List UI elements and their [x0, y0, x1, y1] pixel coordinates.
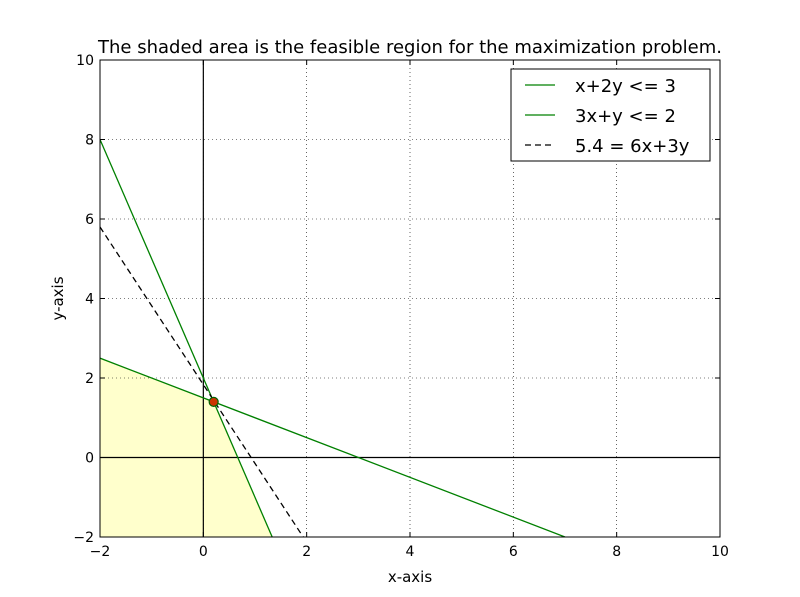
x-tick-label: 10 [711, 544, 729, 560]
x-tick-label: 6 [509, 544, 518, 560]
legend-label-2: 3x+y <= 2 [575, 106, 676, 127]
tick-layer: −2 0 2 4 6 8 10 −2 0 2 4 6 8 10 [73, 53, 729, 560]
x-tick-label: 0 [199, 544, 208, 560]
y-tick-label: −2 [73, 530, 94, 546]
series-line-2 [100, 139, 273, 537]
y-axis-label: y-axis [49, 276, 67, 320]
series-layer [100, 139, 566, 537]
y-tick-label: 0 [85, 451, 94, 467]
optimal-point [208, 396, 219, 407]
y-tick-label: 6 [85, 212, 94, 228]
y-tick-label: 10 [76, 53, 94, 69]
x-tick-label: 2 [302, 544, 311, 560]
x-axis-label: x-axis [388, 568, 433, 586]
legend: x+2y <= 3 3x+y <= 2 5.4 = 6x+3y [510, 68, 711, 162]
feasible-region-layer [100, 358, 273, 537]
x-tick-label: 8 [612, 544, 621, 560]
y-tick-label: 2 [85, 371, 94, 387]
feasible-region [100, 358, 273, 537]
y-tick-label: 8 [85, 133, 94, 149]
x-tick-label: 4 [406, 544, 415, 560]
zero-axis-layer [100, 60, 720, 537]
legend-label-3: 5.4 = 6x+3y [575, 136, 690, 157]
chart-title: The shaded area is the feasible region f… [97, 37, 722, 58]
optimal-point-layer [208, 396, 219, 407]
series-line-3 [100, 226, 304, 537]
x-tick-label: −2 [90, 544, 111, 560]
series-line-1 [100, 357, 566, 537]
y-tick-label: 4 [85, 292, 94, 308]
legend-label-1: x+2y <= 3 [575, 76, 676, 97]
